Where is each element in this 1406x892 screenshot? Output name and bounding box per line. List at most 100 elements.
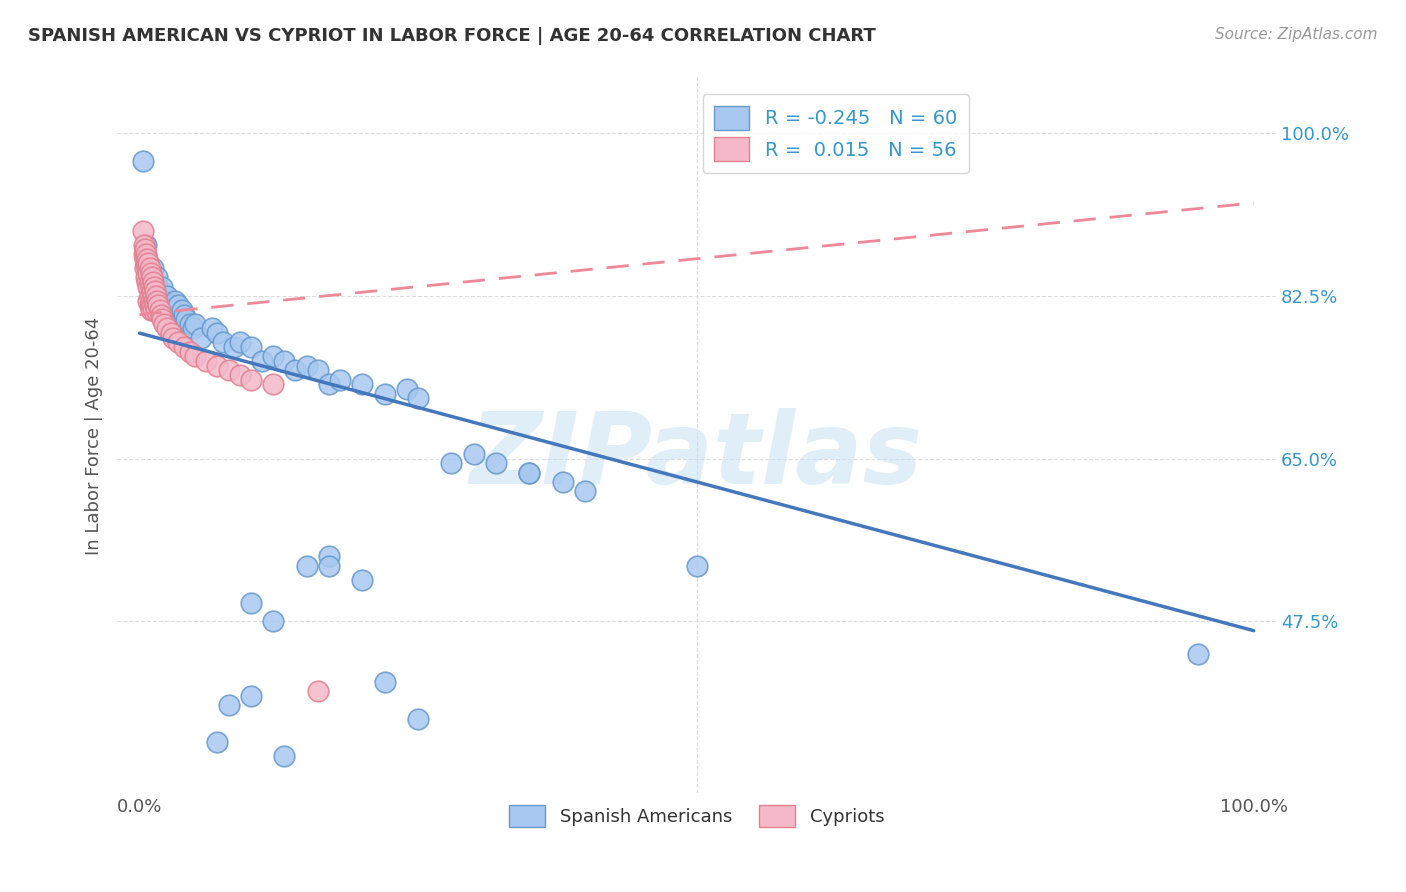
Point: [190, 331, 212, 345]
Point: [374, 386, 396, 401]
Point: [146, 270, 169, 285]
Point: [143, 279, 166, 293]
Point: [159, 298, 181, 312]
Point: [132, 154, 155, 169]
Point: [195, 354, 218, 368]
Text: SPANISH AMERICAN VS CYPRIOT IN LABOR FORCE | AGE 20-64 CORRELATION CHART: SPANISH AMERICAN VS CYPRIOT IN LABOR FOR…: [28, 27, 876, 45]
Point: [374, 674, 396, 689]
Point: [138, 275, 160, 289]
Point: [167, 298, 190, 312]
Point: [218, 363, 240, 377]
Point: [239, 340, 262, 354]
Point: [395, 382, 418, 396]
Point: [207, 735, 229, 749]
Point: [150, 279, 173, 293]
Point: [143, 285, 166, 299]
Point: [352, 377, 374, 392]
Point: [165, 293, 187, 308]
Point: [136, 260, 159, 275]
Point: [273, 354, 295, 368]
Point: [229, 368, 252, 382]
Point: [262, 350, 284, 364]
Point: [170, 302, 193, 317]
Point: [139, 270, 162, 285]
Point: [136, 252, 159, 266]
Point: [329, 373, 352, 387]
Point: [142, 275, 165, 289]
Point: [318, 558, 340, 573]
Y-axis label: In Labor Force | Age 20-64: In Labor Force | Age 20-64: [86, 317, 103, 555]
Point: [352, 573, 374, 587]
Point: [551, 475, 574, 489]
Point: [139, 302, 162, 317]
Point: [156, 321, 179, 335]
Point: [138, 256, 160, 270]
Point: [229, 335, 252, 350]
Point: [138, 260, 160, 275]
Point: [184, 317, 207, 331]
Point: [167, 335, 190, 350]
Point: [146, 293, 169, 308]
Point: [207, 359, 229, 373]
Point: [145, 302, 167, 317]
Point: [224, 340, 246, 354]
Point: [179, 344, 201, 359]
Point: [139, 293, 162, 308]
Point: [159, 326, 181, 340]
Point: [463, 447, 485, 461]
Point: [139, 266, 162, 280]
Point: [153, 293, 176, 308]
Point: [141, 298, 163, 312]
Point: [440, 456, 463, 470]
Point: [318, 377, 340, 392]
Point: [138, 293, 160, 308]
Point: [162, 302, 184, 317]
Point: [143, 293, 166, 308]
Point: [134, 243, 156, 257]
Point: [295, 359, 318, 373]
Point: [406, 391, 429, 405]
Point: [141, 285, 163, 299]
Point: [148, 285, 170, 299]
Point: [181, 321, 204, 335]
Point: [132, 224, 155, 238]
Point: [134, 260, 156, 275]
Point: [218, 698, 240, 712]
Point: [143, 298, 166, 312]
Point: [201, 321, 224, 335]
Point: [138, 289, 160, 303]
Point: [485, 456, 508, 470]
Point: [135, 247, 157, 261]
Point: [207, 326, 229, 340]
Point: [179, 317, 201, 331]
Point: [132, 237, 155, 252]
Point: [143, 279, 166, 293]
Point: [150, 312, 173, 326]
Point: [149, 308, 172, 322]
Point: [262, 377, 284, 392]
Point: [173, 308, 195, 322]
Point: [262, 615, 284, 629]
Point: [132, 247, 155, 261]
Point: [239, 596, 262, 610]
Point: [184, 350, 207, 364]
Point: [142, 289, 165, 303]
Point: [138, 266, 160, 280]
Point: [250, 354, 273, 368]
Point: [318, 549, 340, 564]
Point: [141, 270, 163, 285]
Point: [273, 749, 295, 764]
Point: [153, 317, 176, 331]
Point: [135, 256, 157, 270]
Point: [212, 335, 235, 350]
Point: [574, 484, 596, 499]
Point: [174, 312, 197, 326]
Point: [136, 275, 159, 289]
Point: [148, 302, 170, 317]
Point: [145, 289, 167, 303]
Point: [284, 363, 307, 377]
Point: [142, 260, 165, 275]
Point: [1187, 647, 1209, 661]
Legend: Spanish Americans, Cypriots: Spanish Americans, Cypriots: [502, 798, 891, 834]
Point: [307, 684, 329, 698]
